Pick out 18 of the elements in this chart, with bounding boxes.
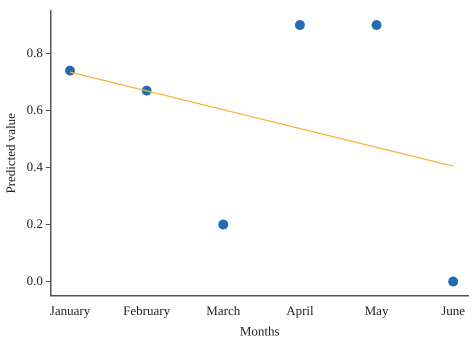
x-tick-label: March <box>206 303 241 318</box>
point <box>218 220 228 230</box>
x-axis-title: Months <box>240 324 280 339</box>
x-tick-label: May <box>364 303 389 318</box>
x-tick-label: January <box>50 303 91 318</box>
y-tick-label: 0.2 <box>26 216 43 231</box>
point <box>65 66 76 76</box>
point <box>294 20 305 30</box>
x-tick-label: April <box>286 303 314 318</box>
y-tick-label: 0.0 <box>26 272 43 288</box>
y-tick-label: 0.8 <box>26 44 43 60</box>
x-tick-label: June <box>441 303 466 318</box>
point <box>372 20 382 30</box>
x-tick-label: February <box>123 303 171 318</box>
y-tick-label: 0.6 <box>26 102 44 117</box>
point <box>448 276 458 287</box>
y-tick-label: 0.4 <box>26 158 44 174</box>
y-axis-title: Predicted value <box>3 112 18 194</box>
